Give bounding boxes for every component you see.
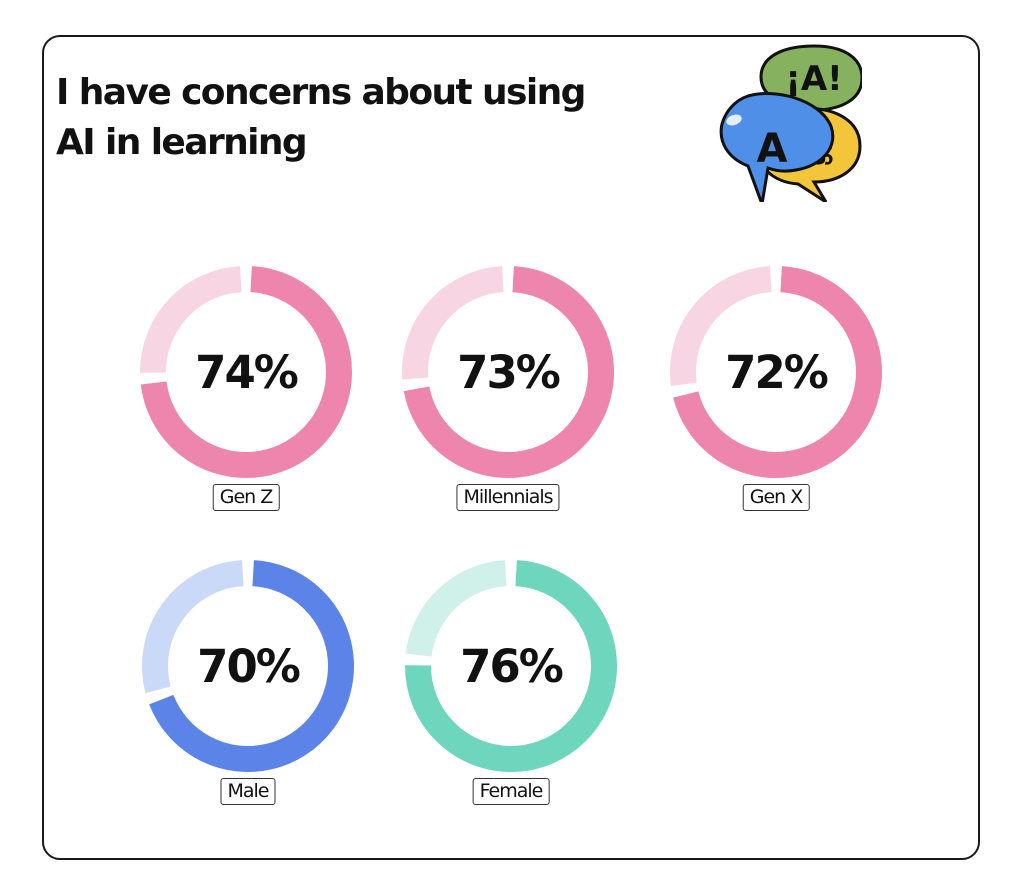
donut-value-arc: [149, 560, 354, 772]
donut-value-label: 72%: [725, 345, 829, 399]
donut-category-label: Female: [472, 778, 550, 805]
donut-remainder-arc: [405, 560, 507, 657]
donut-chart-svg: [670, 266, 882, 478]
title-line-1: I have concerns about using: [56, 72, 586, 113]
donut-value-label: 73%: [457, 345, 561, 399]
donut-category-label: Millennials: [456, 484, 560, 511]
donut-category-label: Gen X: [742, 484, 810, 511]
chart-title: I have concerns about using AI in learni…: [56, 68, 586, 168]
donut-chart-svg: [139, 266, 352, 478]
donut-category-label: Gen Z: [212, 484, 280, 511]
donut-remainder-arc: [139, 266, 242, 373]
donut-gen-z: 74% Gen Z: [139, 266, 352, 536]
donut-remainder-arc: [402, 266, 504, 380]
donut-value-label: 70%: [197, 639, 301, 693]
donut-value-label: 76%: [460, 639, 564, 693]
blue-speech-bubble-icon: A: [719, 92, 835, 202]
green-bubble-glyph: ¡A!: [785, 59, 842, 99]
donut-chart-svg: [404, 560, 617, 772]
title-line-2: AI in learning: [56, 122, 308, 163]
donut-value-arc: [673, 266, 882, 478]
donut-male: 70% Male: [142, 560, 354, 830]
donut-millennials: 73% Millennials: [402, 266, 614, 536]
speech-bubbles-language-icon: ¡A! க A: [719, 44, 862, 202]
donut-remainder-arc: [670, 266, 772, 387]
donut-remainder-arc: [142, 560, 244, 694]
donut-chart-svg: [142, 560, 354, 772]
donut-category-label: Male: [220, 778, 276, 805]
donut-value-arc: [140, 266, 352, 478]
donut-value-arc: [404, 560, 617, 772]
donut-value-label: 74%: [195, 345, 299, 399]
donut-value-arc: [403, 266, 614, 478]
donut-gen-x: 72% Gen X: [670, 266, 882, 536]
donut-female: 76% Female: [404, 560, 617, 830]
donut-chart-svg: [402, 266, 614, 478]
blue-bubble-glyph: A: [757, 126, 788, 172]
